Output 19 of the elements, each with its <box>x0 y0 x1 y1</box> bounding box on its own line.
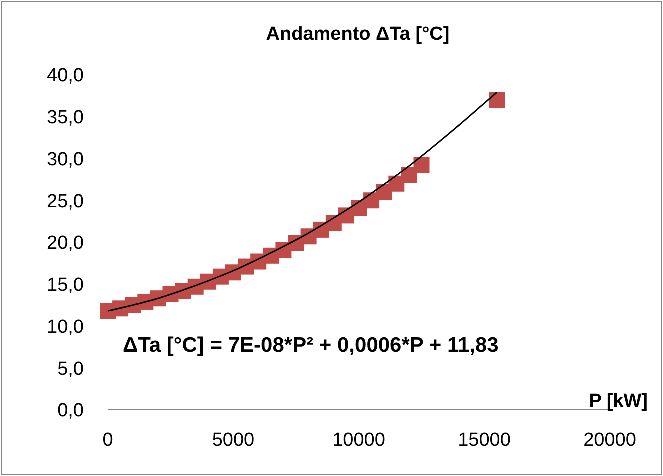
y-tick-label: 20,0 <box>47 233 84 254</box>
x-tick-label: 20000 <box>584 430 636 451</box>
x-tick-label: 10000 <box>332 430 386 451</box>
x-axis-title: P [kW] <box>589 391 648 412</box>
y-tick-label: 30,0 <box>47 149 84 170</box>
y-tick-label: 0,0 <box>58 400 84 422</box>
point <box>489 92 506 108</box>
y-tick-label: 40,0 <box>47 66 84 87</box>
point <box>414 157 430 174</box>
x-tick-label: 5000 <box>212 430 255 451</box>
chart-title: Andamento ΔTa [°C] <box>266 24 450 45</box>
x-tick-label: 0 <box>102 430 114 451</box>
y-tick-label: 15,0 <box>47 275 84 296</box>
y-tick-label: 25,0 <box>47 191 84 212</box>
x-tick-label: 15000 <box>458 430 511 451</box>
y-tick-label: 35,0 <box>47 108 84 129</box>
y-tick-label: 10,0 <box>47 316 84 338</box>
annotation: ΔTa [°C] = 7E-08*P² + 0,0006*P + 11,83 <box>123 334 499 357</box>
y-tick-label: 5,0 <box>58 358 84 380</box>
